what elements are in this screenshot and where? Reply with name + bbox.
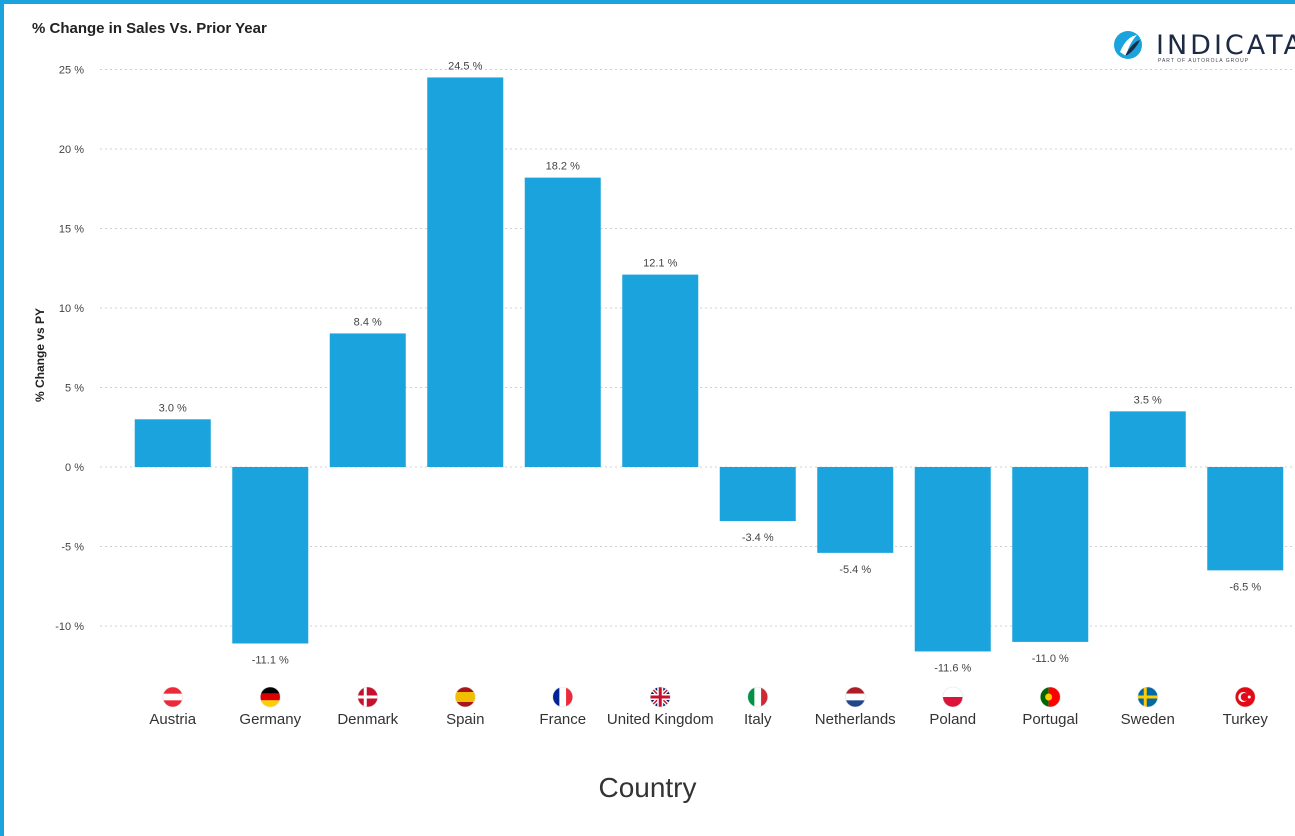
y-tick-label: -5 % bbox=[61, 542, 84, 554]
category-label: Italy bbox=[744, 711, 772, 728]
category-labels: Austria Germany Denmark Spain France United K… bbox=[149, 711, 1268, 728]
category-label: Denmark bbox=[337, 711, 398, 728]
chart-title: % Change in Sales Vs. Prior Year bbox=[32, 20, 267, 37]
bar bbox=[914, 467, 991, 652]
bar bbox=[817, 467, 894, 553]
y-tick-label: 0 % bbox=[65, 462, 84, 474]
grid-lines bbox=[100, 69, 1295, 627]
data-label: -11.0 % bbox=[1032, 653, 1069, 665]
spain-flag-icon bbox=[454, 686, 476, 708]
bar bbox=[1012, 467, 1089, 642]
y-tick-labels: 25 % 20 % 15 % 10 % 5 % 0 % -5 % -10 % bbox=[55, 65, 84, 634]
y-axis-label: % Change vs PY bbox=[33, 308, 47, 402]
indicata-logo-icon bbox=[1114, 31, 1142, 59]
y-tick-label: 25 % bbox=[59, 65, 84, 77]
bars bbox=[134, 77, 1284, 652]
france-flag-icon bbox=[552, 686, 574, 708]
country-flags bbox=[162, 686, 1256, 708]
data-label: -3.4 % bbox=[742, 532, 774, 544]
poland-flag-icon bbox=[942, 686, 964, 708]
data-label: 24.5 % bbox=[448, 60, 482, 72]
category-label: Sweden bbox=[1121, 711, 1175, 728]
data-label: -11.6 % bbox=[934, 662, 971, 674]
bar bbox=[427, 77, 504, 467]
netherlands-flag-icon bbox=[844, 686, 866, 708]
category-label: United Kingdom bbox=[607, 711, 714, 728]
logo-text: INDICATA bbox=[1156, 30, 1295, 61]
value-labels: 3.0 % -11.1 % 8.4 % 24.5 % 18.2 % 12.1 % -3.4 … bbox=[159, 60, 1262, 674]
austria-flag-icon bbox=[162, 686, 184, 708]
data-label: -6.5 % bbox=[1229, 581, 1261, 593]
category-label: Poland bbox=[929, 711, 976, 728]
y-tick-label: 20 % bbox=[59, 144, 84, 156]
bar bbox=[622, 274, 699, 467]
bar bbox=[719, 467, 796, 522]
data-label: 3.5 % bbox=[1134, 394, 1162, 406]
x-axis-label: Country bbox=[598, 772, 697, 803]
data-label: 3.0 % bbox=[159, 402, 187, 414]
category-label: Portugal bbox=[1022, 711, 1078, 728]
category-label: Netherlands bbox=[815, 711, 896, 728]
denmark-flag-icon bbox=[357, 686, 379, 708]
category-label: France bbox=[539, 711, 586, 728]
data-label: -11.1 % bbox=[252, 654, 289, 666]
portugal-flag-icon bbox=[1039, 686, 1061, 708]
y-tick-label: 5 % bbox=[65, 383, 84, 395]
data-label: 18.2 % bbox=[546, 161, 580, 173]
bar bbox=[232, 467, 309, 644]
y-tick-label: -10 % bbox=[55, 621, 84, 633]
bar bbox=[1207, 467, 1284, 571]
turkey-flag-icon bbox=[1234, 686, 1256, 708]
category-label: Austria bbox=[149, 711, 196, 728]
uk-flag-icon bbox=[649, 686, 671, 708]
data-label: 12.1 % bbox=[643, 258, 677, 270]
indicata-logo: INDICATA PART OF AUTOROLA GROUP bbox=[1110, 28, 1295, 68]
data-label: -5.4 % bbox=[839, 564, 871, 576]
category-label: Turkey bbox=[1223, 711, 1269, 728]
category-label: Spain bbox=[446, 711, 484, 728]
bar bbox=[524, 177, 601, 467]
bar bbox=[329, 333, 406, 467]
italy-flag-icon bbox=[747, 686, 769, 708]
y-tick-label: 10 % bbox=[59, 303, 84, 315]
sweden-flag-icon bbox=[1137, 686, 1159, 708]
y-tick-label: 15 % bbox=[59, 224, 84, 236]
data-label: 8.4 % bbox=[354, 316, 382, 328]
category-label: Germany bbox=[239, 711, 301, 728]
bar bbox=[134, 419, 211, 467]
logo-subtext: PART OF AUTOROLA GROUP bbox=[1158, 58, 1250, 64]
germany-flag-icon bbox=[259, 686, 281, 708]
bar bbox=[1109, 411, 1186, 467]
